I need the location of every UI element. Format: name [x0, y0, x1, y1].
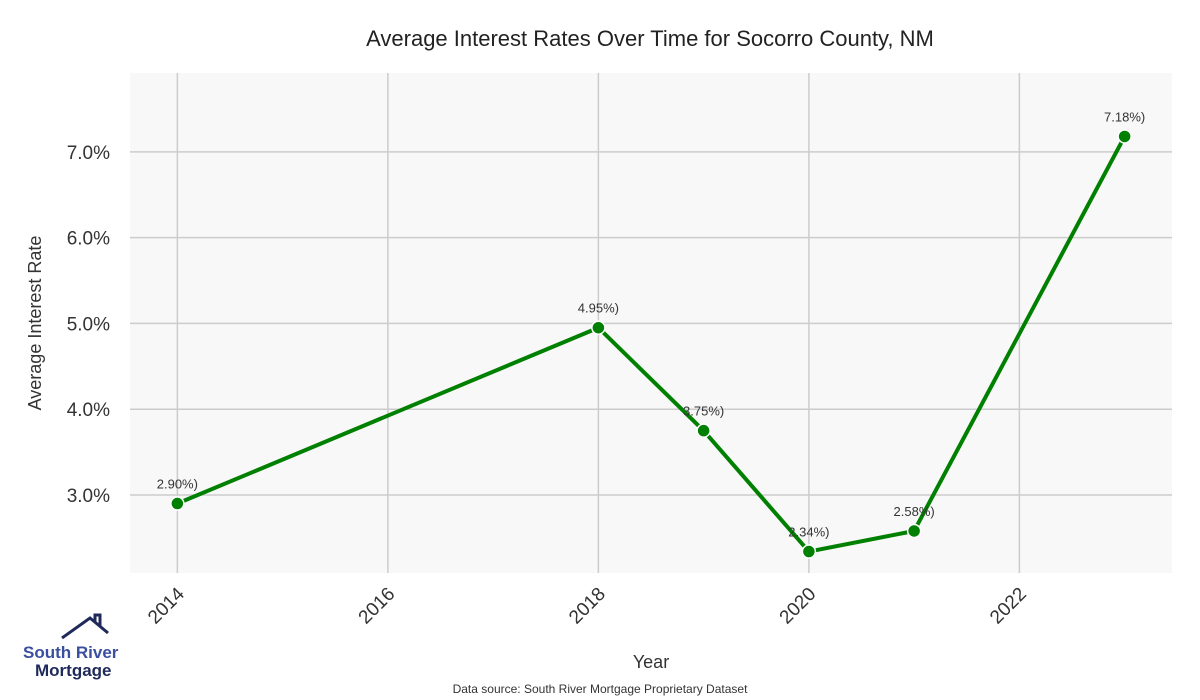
x-tick-label: 2014 [144, 583, 189, 628]
data-label: 2.58%) [894, 504, 935, 519]
y-tick-label: 3.0% [67, 486, 110, 507]
south-river-mortgage-logo: South River Mortgage [23, 613, 119, 680]
logo-line2: Mortgage [35, 661, 112, 680]
data-label: 7.18%) [1104, 109, 1145, 124]
data-point [170, 496, 185, 511]
data-point [906, 523, 922, 539]
y-tick-label: 6.0% [67, 229, 110, 250]
data-label: 2.90%) [157, 477, 198, 492]
y-axis-label: Average Interest Rate [25, 236, 45, 411]
data-point [591, 320, 606, 335]
x-tick-label: 2020 [776, 584, 821, 629]
data-label: 3.75%) [683, 404, 724, 419]
y-tick-label: 5.0% [67, 314, 110, 335]
data-point [801, 544, 817, 559]
x-axis-label: Year [633, 652, 669, 672]
x-tick-label: 2018 [565, 584, 610, 629]
logo-line1: South River [23, 643, 119, 662]
data-source-note: Data source: South River Mortgage Propri… [453, 682, 748, 696]
data-label: 2.34%) [788, 525, 829, 540]
y-tick-label: 7.0% [67, 143, 110, 164]
data-point [696, 423, 711, 438]
series-line [176, 135, 1127, 554]
house-icon [61, 613, 109, 640]
x-tick-label: 2022 [986, 584, 1031, 629]
data-label: 4.95%) [578, 301, 619, 316]
y-tick-label: 4.0% [67, 400, 110, 421]
data-point [1117, 129, 1132, 144]
x-tick-label: 2016 [355, 584, 400, 629]
chart-title: Average Interest Rates Over Time for Soc… [366, 26, 934, 51]
